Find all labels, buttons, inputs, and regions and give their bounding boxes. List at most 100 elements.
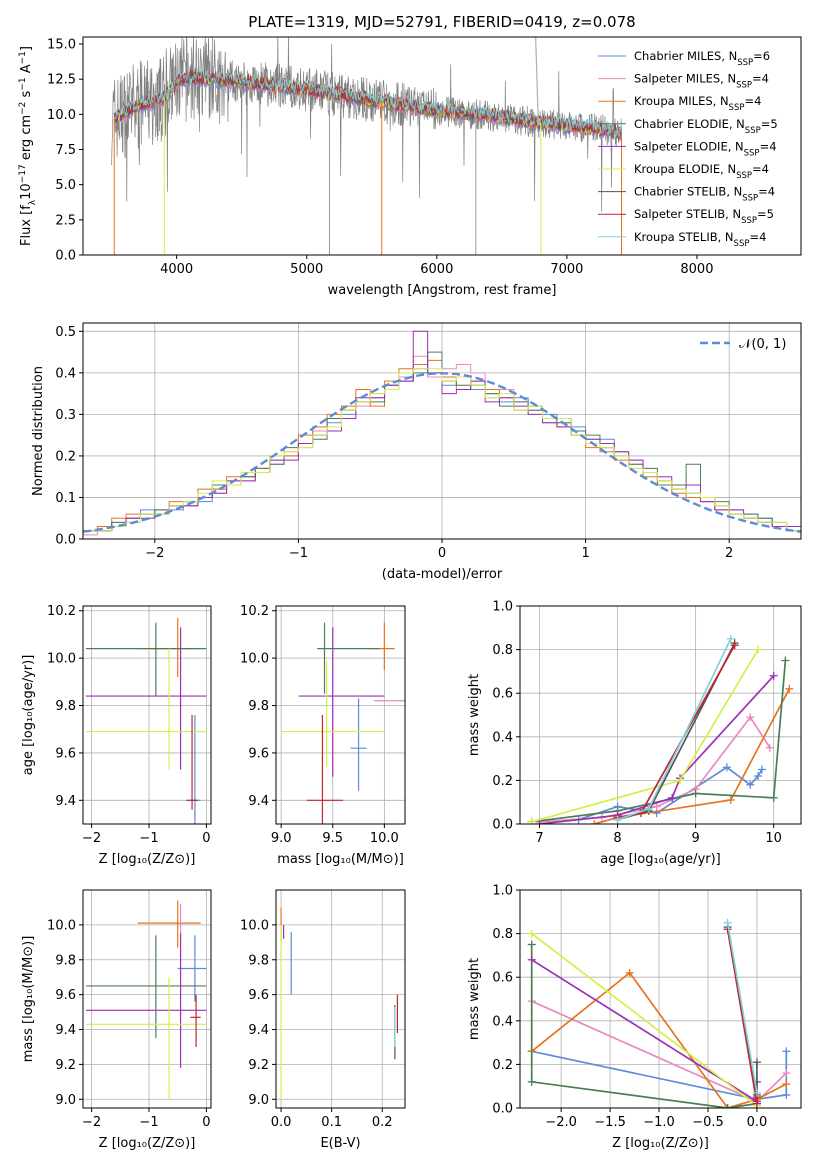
error-point-4 bbox=[85, 931, 207, 1068]
plus-marker bbox=[644, 804, 653, 813]
y-tick-label: 0.2 bbox=[492, 1058, 513, 1073]
y-tick-label: 10.2 bbox=[240, 604, 269, 619]
y-tick-label: 15.0 bbox=[47, 38, 76, 53]
plus-marker bbox=[765, 743, 774, 752]
error-point-1 bbox=[350, 698, 367, 791]
x-tick-label: 5000 bbox=[290, 262, 323, 277]
legend-label: Chabrier ELODIE, NSSP=5 bbox=[634, 117, 778, 136]
y-tick-label: 10.0 bbox=[240, 918, 269, 933]
y-axis-label: Flux [fλ10−17 erg cm−2 s−1 A−1] bbox=[18, 46, 38, 246]
x-tick-label: 7 bbox=[535, 831, 543, 846]
y-tick-label: 9.8 bbox=[248, 699, 269, 714]
legend-label: Salpeter MILES, NSSP=4 bbox=[634, 72, 769, 91]
y-tick-label: 9.4 bbox=[55, 1023, 76, 1038]
x-tick-label: −1.0 bbox=[643, 1115, 675, 1130]
x-axis-label: age [log₁₀(age/yr)] bbox=[600, 852, 721, 867]
x-tick-label: 6000 bbox=[420, 262, 453, 277]
y-tick-label: 0.6 bbox=[492, 687, 513, 702]
error-point-5 bbox=[85, 977, 207, 1100]
y-tick-label: 9.8 bbox=[55, 953, 76, 968]
plus-marker bbox=[746, 713, 755, 722]
plus-marker bbox=[625, 968, 634, 977]
x-tick-label: 9 bbox=[691, 831, 699, 846]
x-tick-label: −1 bbox=[289, 546, 308, 561]
legend-label: Kroupa STELIB, NSSP=4 bbox=[634, 230, 766, 249]
y-tick-label: 0.5 bbox=[55, 325, 76, 340]
weight-line-8 bbox=[617, 644, 736, 819]
y-tick-label: 9.8 bbox=[248, 953, 269, 968]
x-tick-label: −1.5 bbox=[594, 1115, 626, 1130]
y-tick-label: 10.0 bbox=[47, 652, 76, 667]
y-tick-label: 9.8 bbox=[55, 699, 76, 714]
plus-marker bbox=[726, 634, 735, 643]
plus-marker bbox=[668, 793, 677, 802]
plus-marker bbox=[754, 645, 763, 654]
y-tick-label: 10.0 bbox=[47, 108, 76, 123]
legend-label: Kroupa MILES, NSSP=4 bbox=[634, 94, 761, 113]
plot-area bbox=[83, 330, 801, 539]
legend: Chabrier MILES, NSSP=6 Salpeter MILES, NS… bbox=[598, 49, 778, 249]
y-tick-label: 9.4 bbox=[248, 794, 269, 809]
x-tick-label: −2 bbox=[82, 1115, 101, 1130]
plus-marker bbox=[752, 1088, 761, 1097]
weight-line-3 bbox=[531, 971, 787, 1108]
panel-3: −2 −1 0 9.4 9.6 9.8 10.0 10.2 Z [log₁₀(Z/Z⊙)] age… bbox=[21, 604, 212, 867]
error-point-4 bbox=[85, 627, 207, 770]
x-tick-label: −2 bbox=[82, 831, 101, 846]
y-axis-label: mass weight bbox=[467, 674, 482, 756]
y-tick-label: 0.8 bbox=[492, 927, 513, 942]
y-tick-label: 0.4 bbox=[55, 366, 76, 381]
error-point-3 bbox=[317, 622, 380, 694]
y-tick-label: 0.0 bbox=[492, 818, 513, 833]
x-tick-label: 7000 bbox=[550, 262, 583, 277]
x-axis-label: Z [log₁₀(Z/Z⊙)] bbox=[612, 1136, 709, 1151]
y-tick-label: 1.0 bbox=[492, 884, 513, 899]
y-axis-label: Normed distribution bbox=[31, 366, 46, 496]
axes-frame bbox=[519, 605, 802, 825]
plus-marker bbox=[590, 820, 599, 824]
y-tick-label: 2.5 bbox=[55, 213, 76, 228]
weight-line-4 bbox=[530, 944, 758, 1108]
x-axis-label: (data-model)/error bbox=[382, 567, 503, 582]
model-9 bbox=[113, 69, 622, 139]
x-axis-label: mass [log₁₀(M/M⊙)] bbox=[277, 852, 404, 867]
x-tick-label: 0.0 bbox=[271, 1115, 292, 1130]
y-tick-label: 1.0 bbox=[492, 600, 513, 615]
axes-frame bbox=[275, 889, 406, 1109]
error-point-6 bbox=[306, 715, 344, 824]
plus-marker bbox=[754, 772, 763, 781]
x-tick-label: −0.5 bbox=[692, 1115, 724, 1130]
y-tick-label: 10.0 bbox=[47, 918, 76, 933]
plus-marker bbox=[691, 789, 700, 798]
y-tick-label: 9.0 bbox=[55, 1093, 76, 1108]
error-point-4 bbox=[298, 627, 385, 777]
error-point-2 bbox=[137, 900, 201, 948]
panel-2: 𝒩(0, 1) −2 −1 0 1 2 0.0 0.1 0.2 0.3 0.4 0.5 (data-mo… bbox=[31, 322, 802, 582]
y-axis-label: mass [log₁₀(M/M⊙)] bbox=[21, 936, 36, 1063]
plus-marker bbox=[676, 776, 685, 785]
legend-label: Kroupa ELODIE, NSSP=4 bbox=[634, 162, 769, 181]
panel-4: 9.0 9.5 10.0 9.4 9.6 9.8 10.0 10.2 mass [log₁₀(M… bbox=[240, 604, 406, 867]
y-tick-label: 0.2 bbox=[492, 774, 513, 789]
spike-line bbox=[535, 37, 539, 122]
plot-area bbox=[85, 900, 207, 1100]
y-tick-label: 0.4 bbox=[492, 1014, 513, 1029]
weight-line-3 bbox=[593, 688, 791, 824]
y-tick-label: 9.4 bbox=[248, 1023, 269, 1038]
y-tick-label: 10.0 bbox=[240, 652, 269, 667]
axes-frame bbox=[519, 889, 802, 1109]
axes-frame bbox=[82, 889, 212, 1109]
y-tick-label: 9.2 bbox=[55, 1058, 76, 1073]
x-tick-label: 4000 bbox=[160, 262, 193, 277]
x-axis-label: Z [log₁₀(Z/Z⊙)] bbox=[99, 852, 196, 867]
x-tick-label: 0 bbox=[202, 1115, 210, 1130]
plot-area bbox=[527, 634, 794, 824]
x-tick-label: 2 bbox=[725, 546, 733, 561]
y-tick-label: 0.1 bbox=[55, 491, 76, 506]
legend-label: Salpeter ELODIE, NSSP=4 bbox=[634, 139, 777, 158]
error-point-2 bbox=[137, 617, 198, 678]
weight-line-9 bbox=[726, 922, 758, 1093]
plus-marker bbox=[527, 940, 536, 949]
weight-line-6 bbox=[531, 649, 759, 823]
plus-marker bbox=[726, 796, 735, 805]
